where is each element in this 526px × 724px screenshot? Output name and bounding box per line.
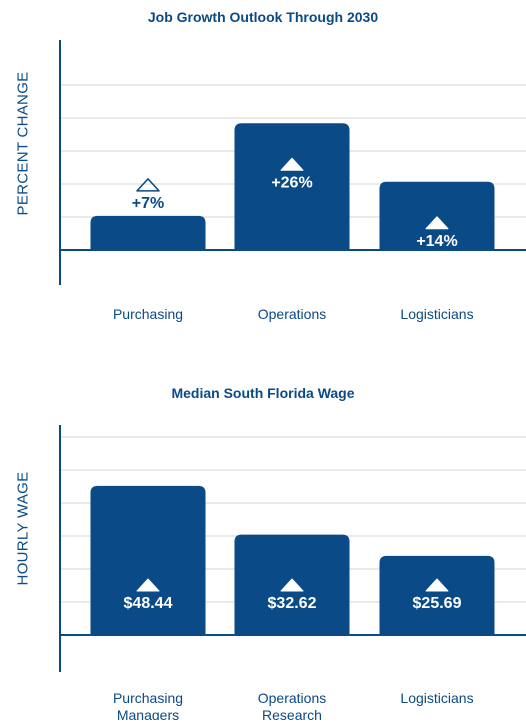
up-triangle-icon: [425, 578, 449, 592]
data-label: +14%: [416, 233, 457, 250]
data-label: $48.44: [124, 595, 173, 612]
category-label: Research: [262, 707, 322, 720]
up-triangle-icon: [136, 178, 160, 192]
category-label: Operations: [258, 306, 326, 322]
bar: [379, 181, 495, 250]
bar: [379, 555, 495, 635]
up-triangle-icon: [425, 216, 449, 230]
bar: [90, 485, 206, 635]
chart-2-title: Median South Florida Wage: [171, 385, 355, 401]
chart-1-title: Job Growth Outlook Through 2030: [147, 9, 379, 25]
data-label: $32.62: [268, 595, 317, 612]
category-label: Logisticians: [400, 306, 473, 322]
category-label: Managers: [117, 323, 179, 325]
data-label: $25.69: [413, 595, 462, 612]
category-label: Purchasing: [113, 690, 183, 706]
category-label: Logisticians: [400, 690, 473, 706]
up-triangle-icon: [280, 157, 304, 171]
category-label: Operations: [258, 690, 326, 706]
category-label: Managers: [117, 707, 179, 720]
data-label: +7%: [132, 195, 164, 212]
up-triangle-icon: [280, 578, 304, 592]
data-label: +26%: [271, 174, 312, 191]
bar: [90, 215, 206, 250]
category-label: Purchasing: [113, 306, 183, 322]
bar: [234, 123, 350, 250]
category-label: Research: [262, 323, 322, 325]
up-triangle-icon: [136, 578, 160, 592]
